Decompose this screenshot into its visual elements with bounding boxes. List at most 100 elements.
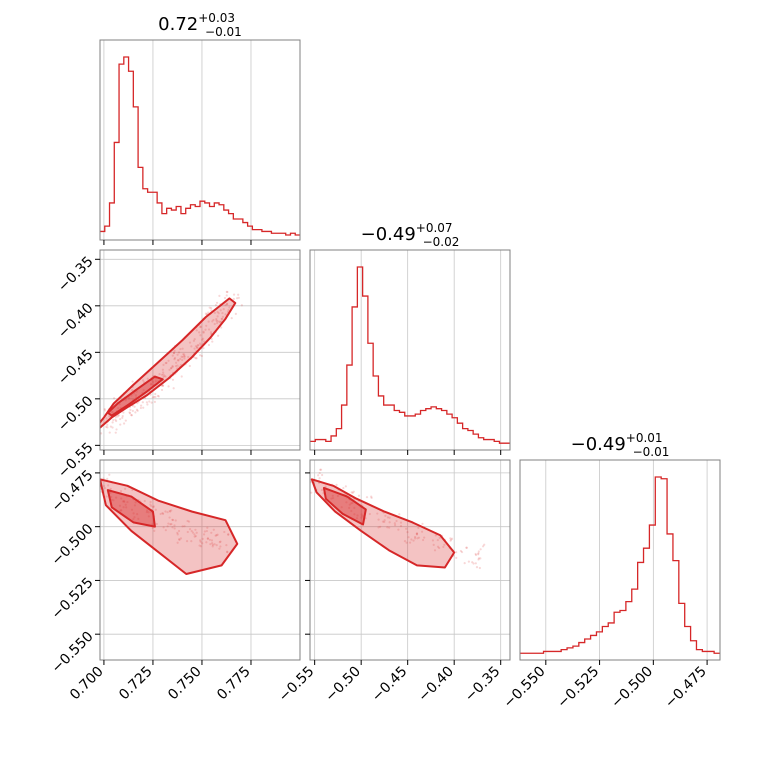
sample-point bbox=[171, 378, 175, 381]
sample-point bbox=[197, 343, 200, 347]
sample-point bbox=[219, 321, 222, 324]
contour-level-1 bbox=[310, 478, 456, 569]
sample-point bbox=[162, 371, 165, 374]
sample-point bbox=[118, 504, 122, 507]
sample-point bbox=[220, 317, 224, 320]
sample-point bbox=[204, 312, 208, 315]
sample-point bbox=[211, 541, 214, 545]
sample-point bbox=[96, 428, 98, 430]
sample-point bbox=[200, 354, 204, 358]
sample-point bbox=[205, 529, 208, 533]
sample-point bbox=[155, 522, 158, 526]
sample-point bbox=[166, 525, 169, 528]
contour-param-1-vs-3: 0.700 0.725 0.750 0.775−0.475−0.500−0.525−0… bbox=[49, 459, 301, 703]
sample-point bbox=[205, 324, 208, 327]
sample-point bbox=[194, 345, 198, 348]
sample-point bbox=[212, 318, 215, 322]
sample-point bbox=[127, 397, 130, 400]
panel-frame bbox=[99, 459, 301, 661]
sample-point bbox=[471, 561, 474, 564]
sample-point bbox=[319, 468, 322, 471]
sample-point bbox=[128, 411, 131, 414]
sample-point bbox=[219, 545, 222, 548]
sample-point bbox=[149, 500, 152, 504]
sample-point bbox=[432, 543, 435, 546]
histogram-param-3-line bbox=[520, 476, 720, 654]
sample-point bbox=[478, 566, 481, 570]
sample-point bbox=[173, 524, 176, 527]
sample-point bbox=[219, 540, 222, 543]
sample-point bbox=[122, 422, 126, 425]
sample-point bbox=[93, 409, 95, 411]
sample-point bbox=[162, 373, 165, 376]
sample-point bbox=[114, 415, 118, 418]
sample-point bbox=[122, 506, 125, 509]
sample-point bbox=[115, 419, 118, 423]
sample-point bbox=[121, 500, 125, 503]
sample-point bbox=[482, 545, 485, 548]
sample-point bbox=[410, 538, 413, 541]
sample-point bbox=[459, 549, 462, 553]
sample-point bbox=[147, 511, 150, 514]
sample-point bbox=[150, 505, 153, 508]
sample-point bbox=[360, 513, 363, 516]
sample-point bbox=[388, 516, 391, 519]
sample-point bbox=[305, 489, 307, 491]
sample-point bbox=[150, 401, 153, 404]
sample-point bbox=[361, 514, 364, 518]
sample-point bbox=[113, 397, 116, 400]
sample-point bbox=[225, 302, 229, 305]
sample-point bbox=[129, 412, 132, 415]
sample-point bbox=[102, 484, 106, 488]
sample-point bbox=[161, 511, 164, 515]
sample-point bbox=[383, 519, 386, 522]
sample-point bbox=[151, 396, 154, 399]
sample-point bbox=[141, 401, 144, 404]
sample-point bbox=[180, 375, 183, 378]
sample-point bbox=[342, 486, 345, 490]
panel-frame bbox=[99, 39, 301, 241]
sample-point bbox=[135, 390, 138, 393]
sample-point bbox=[183, 357, 186, 360]
sample-point bbox=[465, 546, 468, 549]
sample-point bbox=[227, 533, 230, 536]
sample-point bbox=[171, 526, 174, 529]
sample-point bbox=[183, 354, 186, 358]
sample-point bbox=[171, 365, 174, 368]
sample-point bbox=[474, 562, 477, 565]
sample-point bbox=[216, 533, 219, 536]
sample-point bbox=[195, 531, 198, 534]
sample-point bbox=[121, 414, 124, 418]
sample-point bbox=[474, 552, 477, 556]
sample-point bbox=[145, 401, 149, 404]
sample-point bbox=[208, 538, 212, 541]
sample-point bbox=[152, 395, 156, 399]
sample-point bbox=[168, 516, 171, 519]
sample-point bbox=[170, 366, 173, 370]
sample-point bbox=[206, 537, 209, 540]
sample-point bbox=[355, 517, 359, 520]
sample-point bbox=[199, 342, 202, 345]
y-tick-label: −0.525 bbox=[49, 575, 97, 623]
sample-point bbox=[413, 535, 417, 539]
sample-point bbox=[133, 504, 137, 507]
sample-point bbox=[303, 492, 305, 494]
sample-point bbox=[195, 345, 198, 349]
sample-point bbox=[226, 303, 229, 306]
sample-point bbox=[215, 544, 218, 547]
sample-point bbox=[340, 506, 343, 509]
sample-point bbox=[172, 387, 175, 390]
sample-point bbox=[415, 532, 418, 535]
sample-point bbox=[108, 415, 111, 418]
sample-point bbox=[479, 548, 482, 551]
sample-point bbox=[151, 380, 155, 384]
x-tick-label: −0.55 bbox=[276, 664, 318, 706]
sample-point bbox=[399, 521, 403, 524]
sample-point bbox=[139, 406, 143, 410]
sample-point bbox=[350, 509, 353, 513]
sample-point bbox=[124, 419, 127, 422]
sample-point bbox=[145, 511, 148, 514]
sample-point bbox=[114, 418, 117, 421]
sample-point bbox=[202, 347, 205, 350]
sample-point bbox=[171, 518, 175, 522]
